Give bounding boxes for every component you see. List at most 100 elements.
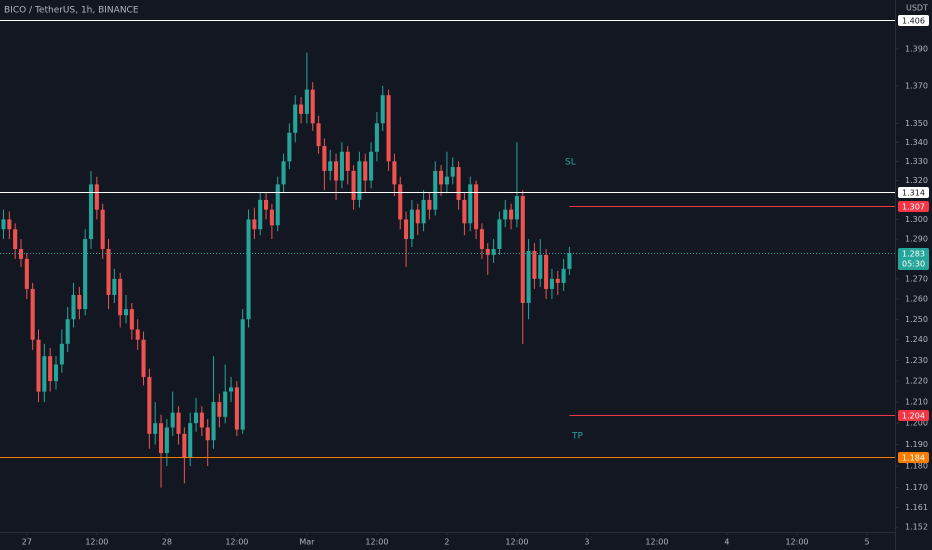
y-tick-label: 1.290 <box>905 235 928 244</box>
candle-body <box>135 329 140 340</box>
candle-body <box>59 343 64 365</box>
candle-body <box>106 248 111 295</box>
candle-body <box>123 309 129 316</box>
candle-body <box>193 412 199 424</box>
y-tick-label: 1.350 <box>905 119 928 128</box>
candle-body <box>234 387 239 430</box>
annotation: SL <box>565 158 576 168</box>
price-tag-label: 1.314 <box>902 189 925 198</box>
candle-body <box>567 252 572 269</box>
x-tick-label: Mar <box>299 538 315 547</box>
x-tick-label: 4 <box>724 538 729 547</box>
candle-body <box>520 196 525 304</box>
candle-body <box>468 184 473 224</box>
candle-body <box>293 104 298 133</box>
x-tick-label: 12:00 <box>785 538 808 547</box>
candle-body <box>433 170 438 210</box>
candle-body <box>299 104 304 114</box>
price-tag-label: 1.307 <box>902 203 925 212</box>
candle-body <box>532 250 537 279</box>
price-tag <box>898 15 929 26</box>
candle-body <box>30 288 35 340</box>
candle-body <box>316 123 321 147</box>
y-tick-label: 1.340 <box>905 138 928 147</box>
candle-body <box>444 176 449 185</box>
x-tick-label: 3 <box>584 538 589 547</box>
candle-body <box>275 184 280 226</box>
price-tag-label: 1.204 <box>902 412 925 421</box>
candle-body <box>188 423 193 458</box>
price-tag-label: 1.184 <box>902 454 925 463</box>
candle-body <box>427 199 432 210</box>
candle-body <box>36 339 41 392</box>
candle-body <box>509 209 514 220</box>
candle-body <box>409 209 414 240</box>
price-tag-label: 1.406 <box>902 17 925 26</box>
candle-body <box>7 219 12 230</box>
candle-body <box>334 161 339 181</box>
y-tick-label: 1.320 <box>905 176 928 185</box>
y-tick-label: 1.370 <box>905 81 928 90</box>
candle-body <box>415 209 420 224</box>
x-tick-label: 12:00 <box>365 538 388 547</box>
x-tick-label: 5 <box>864 538 869 547</box>
candle-body <box>514 196 519 220</box>
candle-body <box>164 427 169 454</box>
candle-body <box>147 376 152 434</box>
candle-body <box>42 356 47 392</box>
candle-body <box>223 391 228 417</box>
chart-title: BICO / TetherUS, 1h, BINANCE <box>4 6 139 16</box>
y-tick-label: 1.161 <box>905 503 928 512</box>
x-tick-label: 28 <box>162 538 172 547</box>
candle-body <box>328 161 333 171</box>
candle-body <box>199 412 204 428</box>
candle-body <box>398 184 403 220</box>
candle-body <box>439 170 444 185</box>
candle-body <box>77 294 82 310</box>
candle-body <box>252 219 257 230</box>
candle-body <box>281 161 286 185</box>
y-tick-label: 1.210 <box>905 398 928 407</box>
candle-body <box>310 89 315 124</box>
y-tick-label: 1.390 <box>905 44 928 53</box>
y-tick-label: 1.260 <box>905 294 928 303</box>
candle-body <box>369 151 374 181</box>
price-tag <box>898 248 929 270</box>
y-tick-label: 1.220 <box>905 377 928 386</box>
currency-label: USDT <box>906 4 928 13</box>
candle-body <box>549 278 554 289</box>
candle-body <box>258 199 263 230</box>
candle-body <box>345 151 350 171</box>
candle-body <box>479 229 484 249</box>
candle-body <box>497 219 502 249</box>
annotation: TP <box>571 432 583 442</box>
candle-body <box>88 184 94 240</box>
candle-body <box>363 161 368 181</box>
candle-body <box>71 294 76 320</box>
candle-body <box>129 309 134 330</box>
candle-body <box>462 199 467 224</box>
candle-body <box>380 95 385 124</box>
price-tag-label: 1.283 <box>902 250 925 259</box>
candle-body <box>153 423 158 434</box>
candle-body <box>503 209 508 220</box>
candle-body <box>538 254 543 279</box>
y-tick-label: 1.170 <box>905 483 928 492</box>
candle-body <box>211 402 216 441</box>
candle-body <box>24 258 29 289</box>
candle-body <box>374 123 379 152</box>
candle-body <box>100 209 105 249</box>
x-tick-label: 12:00 <box>505 538 528 547</box>
candle-body <box>339 151 344 181</box>
candle-body <box>158 423 164 454</box>
y-tick-label: 1.152 <box>905 523 928 532</box>
candle-body <box>53 364 59 382</box>
candle-body <box>450 167 455 177</box>
y-tick-label: 1.180 <box>905 462 928 471</box>
candle-body <box>544 254 549 289</box>
y-tick-label: 1.250 <box>905 315 928 324</box>
x-tick-label: 12:00 <box>85 538 108 547</box>
y-tick-label: 1.230 <box>905 356 928 365</box>
